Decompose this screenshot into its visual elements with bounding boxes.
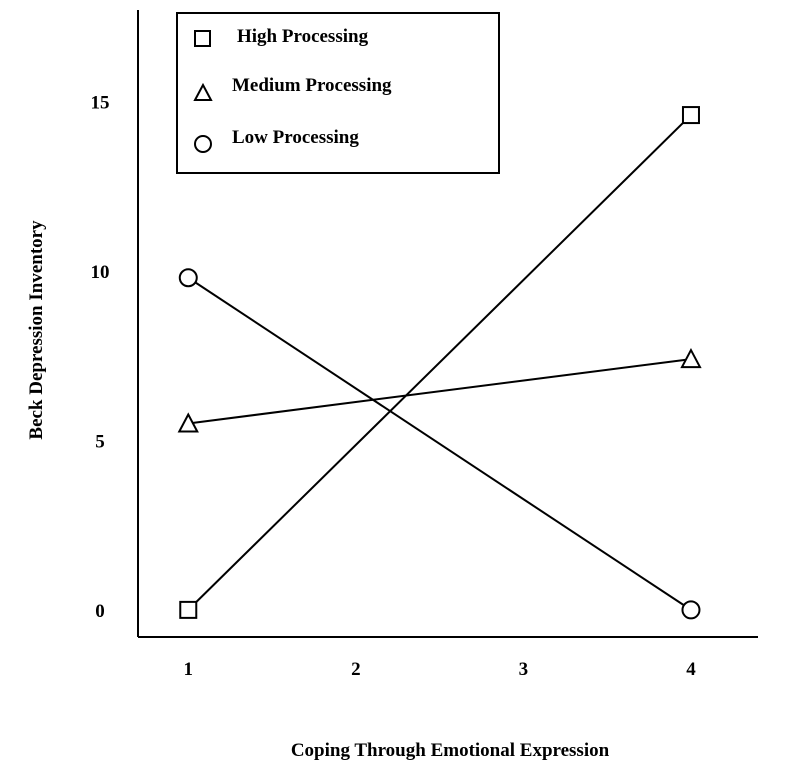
plot-markers — [177, 106, 702, 620]
series-line-medium-processing — [188, 358, 692, 425]
data-point-medium-processing — [680, 347, 702, 369]
legend-box — [176, 12, 500, 174]
y-tick-label: 15 — [91, 93, 110, 114]
y-tick-label: 10 — [91, 262, 110, 283]
y-axis-title: Beck Depression Inventory — [26, 220, 47, 440]
legend: High Processing Medium Processing Low Pr… — [176, 12, 500, 174]
plot-lines — [187, 114, 692, 611]
series-line-high-processing — [187, 114, 692, 611]
series-line-low-processing — [187, 276, 692, 611]
legend-triangle-icon — [193, 82, 213, 101]
x-tick-labels: 1 2 3 4 — [184, 659, 697, 680]
y-tick-label: 0 — [95, 601, 105, 622]
legend-label-medium-processing: Medium Processing — [232, 75, 392, 96]
x-tick-label: 2 — [351, 659, 361, 680]
legend-circle-icon — [194, 135, 212, 153]
legend-square-icon — [194, 30, 211, 47]
y-tick-labels: 0 5 10 15 — [91, 93, 110, 622]
x-tick-label: 3 — [519, 659, 529, 680]
data-point-low-processing — [178, 268, 198, 288]
legend-label-low-processing: Low Processing — [232, 127, 359, 148]
legend-label-high-processing: High Processing — [237, 26, 369, 47]
data-point-high-processing — [179, 600, 198, 619]
data-point-low-processing — [681, 600, 701, 620]
data-point-medium-processing — [177, 412, 199, 433]
data-point-high-processing — [681, 106, 700, 125]
x-tick-label: 4 — [686, 659, 696, 680]
x-axis-title: Coping Through Emotional Expression — [291, 740, 610, 761]
y-tick-label: 5 — [95, 431, 105, 452]
x-tick-label: 1 — [184, 659, 194, 680]
